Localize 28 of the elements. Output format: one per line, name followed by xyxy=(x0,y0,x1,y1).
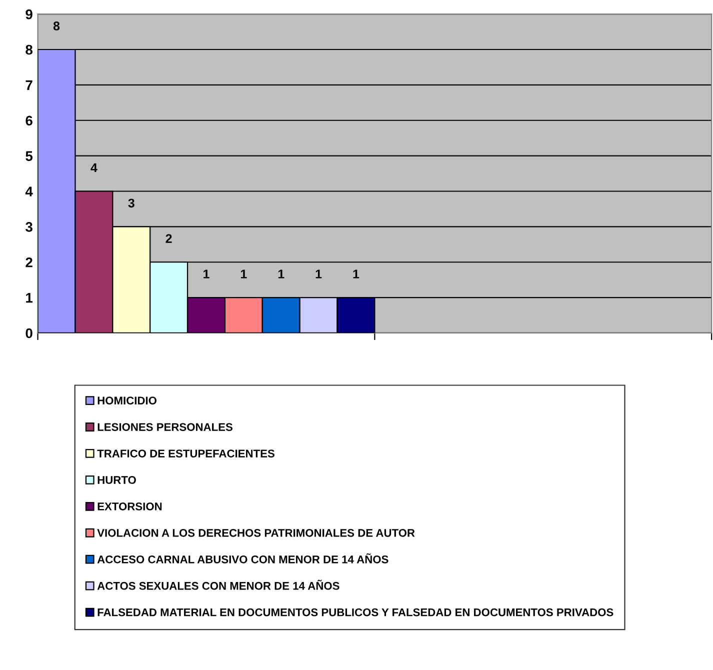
data-label: 1 xyxy=(240,270,247,278)
data-label: 8 xyxy=(53,22,60,30)
y-tick-label: 5 xyxy=(26,151,33,161)
y-tick-label: 3 xyxy=(26,222,32,232)
y-tick-label: 2 xyxy=(26,257,32,268)
legend-label: EXTORSION xyxy=(98,502,162,510)
data-label: 3 xyxy=(128,198,134,208)
data-label: 1 xyxy=(316,270,322,278)
data-label: 4 xyxy=(90,163,98,172)
data-label: 1 xyxy=(204,270,210,278)
y-tick-label: 6 xyxy=(26,116,32,126)
y-tick-label: 4 xyxy=(25,186,33,196)
legend-label: TRAFICO DE ESTUPEFACIENTES xyxy=(97,450,274,458)
data-label: 1 xyxy=(353,270,360,278)
legend-label: HOMICIDIO xyxy=(98,396,156,405)
y-tick-label: 1 xyxy=(26,293,33,303)
legend-label: ACTOS SEXUALES CON MENOR DE 14 AÑOS xyxy=(97,580,340,590)
legend-label: HURTO xyxy=(98,476,136,484)
legend-label: LESIONES PERSONALES xyxy=(98,423,232,431)
data-label: 1 xyxy=(278,270,284,278)
y-tick-label: 8 xyxy=(26,44,33,55)
data-label: 2 xyxy=(166,234,172,243)
y-tick-label: 9 xyxy=(26,9,32,20)
legend-label: FALSEDAD MATERIAL EN DOCUMENTOS PUBLICOS Y FALSEDAD EN DOCUMENTOS PRIVADOS xyxy=(98,608,614,616)
y-tick-label: 0 xyxy=(26,328,32,338)
legend-label: VIOLACION A LOS DERECHOS PATRIMONIALES DE AUTOR xyxy=(97,529,415,537)
legend-label: ACCESO CARNAL ABUSIVO CON MENOR DE 14 AÑOS xyxy=(97,553,388,564)
y-tick-label: 7 xyxy=(26,80,32,90)
